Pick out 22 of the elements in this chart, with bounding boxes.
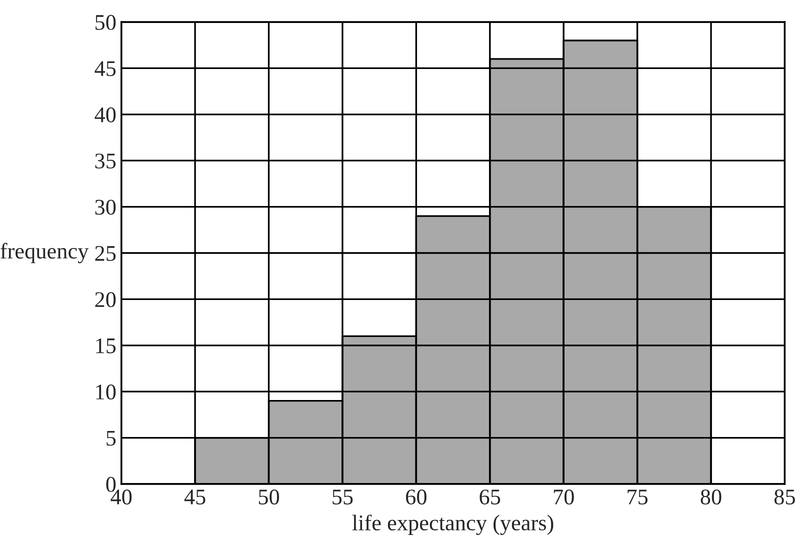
y-tick-label: 50 [96, 14, 116, 30]
y-tick-label: 10 [96, 384, 116, 400]
y-tick-label: 30 [95, 200, 116, 215]
y-tick-label: 5 [106, 430, 116, 446]
y-axis-title: frequency [0, 242, 89, 264]
y-tick-label: 35 [95, 154, 116, 169]
x-tick-label: 85 [774, 490, 795, 504]
x-tick-label: 60 [406, 490, 426, 504]
x-tick-label: 55 [332, 490, 353, 504]
y-tick-label: 20 [95, 292, 116, 308]
y-tick-label: 25 [95, 246, 116, 261]
y-tick-label: 45 [94, 61, 116, 76]
x-axis-title: life expectancy (years) [352, 514, 554, 536]
y-tick-label: 0 [106, 476, 116, 492]
y-tick-label: 15 [96, 338, 116, 354]
x-tick-label: 45 [184, 490, 206, 504]
x-tick-label: 70 [554, 490, 574, 504]
x-tick-label: 80 [700, 490, 722, 504]
x-tick-label: 75 [628, 490, 648, 504]
x-tick-label: 65 [480, 490, 500, 504]
y-tick-label: 40 [94, 107, 116, 122]
x-tick-label: 50 [258, 490, 280, 504]
